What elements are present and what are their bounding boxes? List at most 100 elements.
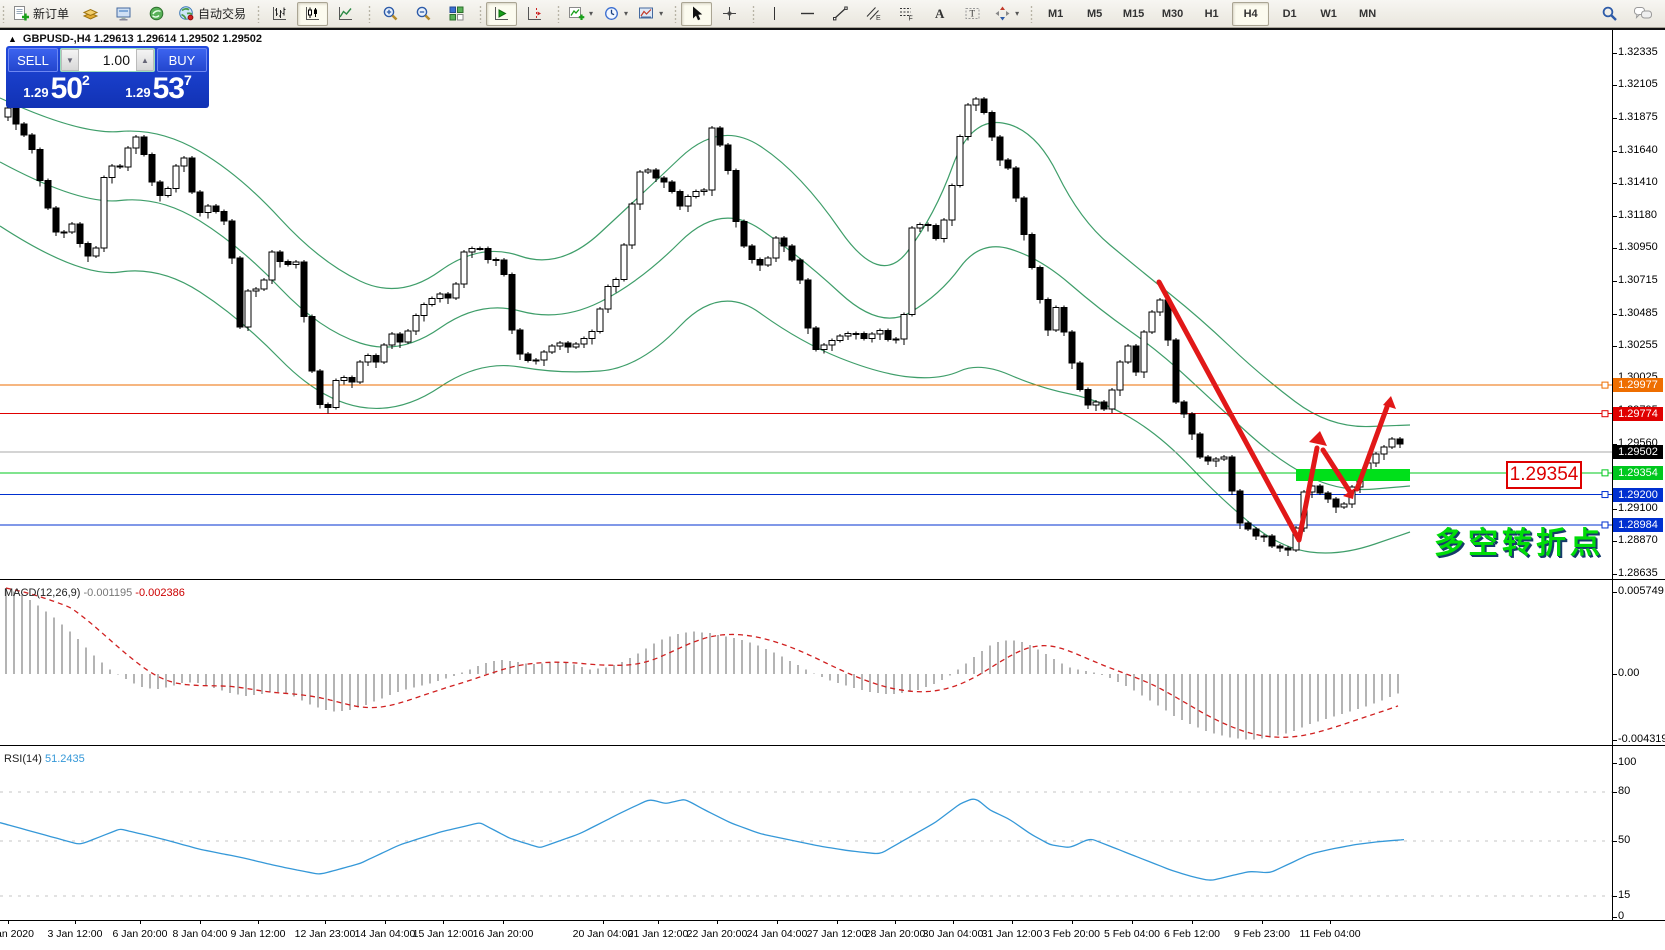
- timeframe-d1-button[interactable]: D1: [1282, 7, 1297, 20]
- buy-price-button[interactable]: 1.29 53 7: [110, 73, 207, 105]
- timeframe-m5-button[interactable]: M5: [1086, 7, 1103, 20]
- collapse-panel-icon[interactable]: ▲: [8, 34, 17, 44]
- hline-handle[interactable]: [1601, 410, 1609, 418]
- time-tick-mark: [1192, 920, 1193, 924]
- hline-handle[interactable]: [1601, 521, 1609, 529]
- time-tick-label: 14 Jan 04:00: [354, 928, 416, 940]
- time-tick-label: 20 Jan 04:00: [572, 928, 634, 940]
- time-tick-mark: [1072, 920, 1073, 924]
- chevron-down-icon[interactable]: ▾: [1015, 9, 1020, 18]
- chevron-down-icon[interactable]: ▾: [589, 9, 594, 18]
- periods-button[interactable]: ▾: [599, 2, 632, 26]
- chat-button[interactable]: [1627, 2, 1658, 26]
- volume-input[interactable]: 1.00: [102, 52, 130, 68]
- price-chart-pane[interactable]: ▲ GBPUSD-,H4 1.29613 1.29614 1.29502 1.2…: [0, 30, 1665, 580]
- horizontal-line-button[interactable]: [792, 2, 823, 26]
- sell-price-big: 50: [50, 72, 83, 105]
- rsi-tick-mark: [1612, 841, 1617, 842]
- time-tick-mark: [503, 920, 504, 924]
- search-button[interactable]: [1594, 2, 1625, 26]
- crosshair-button[interactable]: [714, 2, 745, 26]
- volume-up-button[interactable]: ▲: [136, 49, 154, 71]
- time-tick-label: 12 Jan 23:00: [294, 928, 356, 940]
- trend-arrow-line[interactable]: [1320, 447, 1353, 495]
- timeframe-m15-button[interactable]: M15: [1122, 7, 1145, 20]
- timeframe-m30-button[interactable]: M30: [1161, 7, 1184, 20]
- toolbar-group-scroll: [477, 1, 555, 27]
- arrows-icon: [994, 5, 1011, 22]
- price-tick-label: 1.31180: [1618, 208, 1657, 221]
- timeframe-m1-button[interactable]: M1: [1047, 7, 1064, 20]
- vertical-line-button[interactable]: [759, 2, 790, 26]
- arrows-button[interactable]: ▾: [990, 2, 1023, 26]
- indicators-button[interactable]: ▾: [564, 2, 597, 26]
- new-order-label: 新订单: [33, 7, 70, 21]
- trend-arrow-line[interactable]: [1156, 279, 1320, 543]
- rsi-tick-mark: [1612, 896, 1617, 897]
- chart-shift-button[interactable]: [519, 2, 550, 26]
- timeframe-h4-button[interactable]: H4: [1232, 1, 1270, 26]
- time-tick-mark: [8, 920, 9, 924]
- price-level-badge-1.29200: 1.29200: [1613, 487, 1663, 502]
- text-label-button[interactable]: T: [957, 2, 988, 26]
- rsi-tick-label: 50: [1618, 834, 1631, 846]
- zoom-in-button[interactable]: [375, 2, 406, 26]
- chevron-down-icon[interactable]: ▾: [659, 9, 664, 18]
- rsi-tick-label: 80: [1618, 785, 1631, 797]
- navigator-button[interactable]: [141, 2, 172, 26]
- autotrading-button[interactable]: 自动交易: [174, 2, 250, 26]
- equidistant-channel-button[interactable]: E: [858, 2, 889, 26]
- price-level-badge-1.28984: 1.28984: [1613, 517, 1663, 532]
- time-tick-label: 22 Jan 20:00: [686, 928, 748, 940]
- new-order-icon: [13, 5, 30, 22]
- tile-windows-button[interactable]: [441, 2, 472, 26]
- hline-handle[interactable]: [1601, 469, 1609, 477]
- price-level-annotation-box[interactable]: 1.29354: [1506, 461, 1582, 489]
- timeframe-w1-button[interactable]: W1: [1320, 7, 1337, 20]
- macd-indicator-pane[interactable]: MACD(12,26,9) -0.001195 -0.002386: [0, 584, 1665, 746]
- macd-chart[interactable]: [0, 584, 1665, 746]
- market-watch-button[interactable]: [75, 2, 106, 26]
- zoom-out-button[interactable]: [408, 2, 439, 26]
- templates-button[interactable]: ▾: [634, 2, 667, 26]
- timeframe-mn-button[interactable]: MN: [1359, 7, 1377, 20]
- rsi-indicator-pane[interactable]: RSI(14) 51.2435: [0, 750, 1665, 920]
- line-chart-button[interactable]: [330, 2, 361, 26]
- price-scale-border: [1612, 30, 1613, 920]
- candlestick-chart[interactable]: [0, 30, 1665, 580]
- sell-button[interactable]: SELL: [8, 48, 58, 72]
- trend-arrow-line[interactable]: [1354, 404, 1390, 492]
- trend-arrow-head: [1309, 431, 1327, 446]
- auto-scroll-button[interactable]: [486, 1, 518, 26]
- autotrading-label: 自动交易: [198, 7, 247, 21]
- support-zone-highlight[interactable]: [1296, 469, 1410, 481]
- timeframe-h1-button[interactable]: H1: [1204, 7, 1219, 20]
- toolbar-group-chart-type: [255, 1, 366, 27]
- clock-icon: [603, 5, 620, 22]
- trendline-button[interactable]: [825, 2, 856, 26]
- price-tick-mark: [1612, 443, 1617, 445]
- hline-handle[interactable]: [1601, 381, 1609, 389]
- text-button[interactable]: A: [924, 2, 955, 26]
- time-scale-border: [0, 920, 1665, 921]
- buy-button[interactable]: BUY: [157, 48, 207, 72]
- data-window-icon: [115, 5, 132, 22]
- time-axis[interactable]: 2 Jan 2020 3 Jan 12:00 6 Jan 20:00 8 Jan 04…: [0, 920, 1665, 950]
- chevron-down-icon[interactable]: ▾: [624, 9, 629, 18]
- new-order-button[interactable]: 新订单: [9, 2, 73, 26]
- sell-price-pip: 2: [81, 72, 90, 88]
- sell-price-button[interactable]: 1.29 50 2: [8, 73, 105, 105]
- tile-icon: [448, 5, 465, 22]
- rsi-chart[interactable]: [0, 750, 1665, 920]
- turning-point-annotation[interactable]: 多空转折点: [1434, 527, 1604, 560]
- bar-chart-button[interactable]: [264, 2, 295, 26]
- cursor-button[interactable]: [681, 1, 713, 26]
- fibonacci-button[interactable]: F: [891, 2, 922, 26]
- candlestick-chart-button[interactable]: [297, 1, 329, 26]
- price-tick-mark: [1612, 281, 1617, 283]
- time-tick-label: 24 Jan 04:00: [746, 928, 808, 940]
- hline-handle[interactable]: [1601, 491, 1609, 499]
- rsi-tick-mark: [1612, 763, 1617, 764]
- data-window-button[interactable]: [108, 2, 139, 26]
- volume-down-button[interactable]: ▼: [61, 49, 79, 71]
